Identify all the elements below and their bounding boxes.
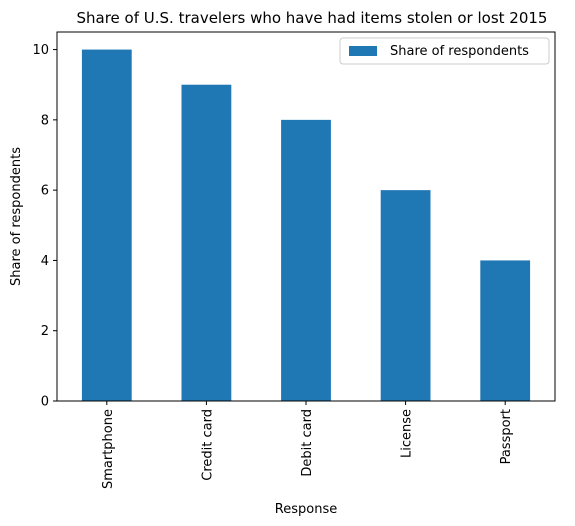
y-tick-label: 4 — [41, 254, 49, 269]
bars-group — [81, 49, 531, 401]
y-tick-label: 6 — [41, 184, 49, 199]
bar-passport — [480, 260, 531, 401]
bar-credit-card — [181, 84, 232, 401]
legend: Share of respondents — [339, 37, 550, 65]
y-tick-label: 10 — [32, 43, 49, 58]
y-tick-label: 0 — [41, 395, 49, 410]
legend-swatch — [349, 46, 377, 56]
x-tick-label: License — [400, 409, 415, 458]
x-tick-label: Smartphone — [101, 409, 116, 489]
plot-frame — [56, 31, 556, 402]
bar-license — [380, 190, 431, 401]
bar-debit-card — [281, 119, 331, 401]
x-tick-label: Passport — [499, 409, 514, 464]
x-axis-label: Response — [275, 502, 337, 517]
x-axis-ticks: Smartphone Credit card Debit card License Pa… — [101, 401, 514, 489]
bar-smartphone — [81, 49, 132, 401]
y-axis-ticks: 0 2 4 6 8 10 — [32, 43, 57, 410]
x-tick-label: Credit card — [200, 409, 215, 481]
legend-box — [339, 37, 550, 65]
legend-label: Share of respondents — [390, 44, 529, 59]
y-axis-label: Share of respondents — [9, 147, 24, 286]
y-tick-label: 8 — [41, 113, 49, 128]
x-tick-label: Debit card — [300, 409, 315, 477]
chart-title: Share of U.S. travelers who have had ite… — [77, 9, 548, 27]
y-tick-label: 2 — [41, 324, 49, 339]
